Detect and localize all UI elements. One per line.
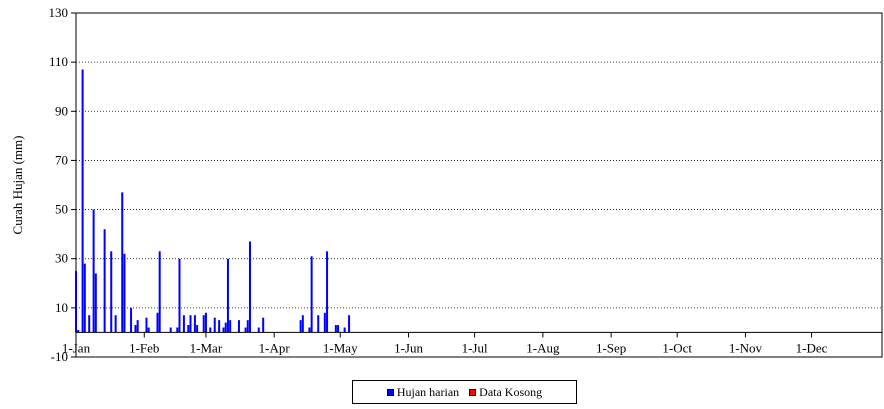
bar: [145, 317, 148, 333]
plot-area: [75, 12, 883, 358]
bar: [317, 315, 320, 333]
bar: [310, 256, 313, 333]
x-tick-label: 1-Jul: [462, 340, 488, 355]
bar: [222, 327, 225, 333]
bar: [308, 327, 311, 333]
bar: [178, 258, 181, 333]
y-tick-label: 130: [49, 5, 69, 20]
bar: [158, 251, 161, 333]
bar: [343, 327, 346, 333]
bar: [187, 325, 190, 333]
bar: [147, 327, 150, 333]
bar: [94, 273, 97, 333]
bar: [348, 315, 351, 333]
legend-item-data-kosong: Data Kosong: [469, 385, 542, 400]
x-tick-label: 1-Jan: [62, 340, 91, 355]
bar: [88, 315, 91, 333]
bar: [337, 325, 340, 333]
legend-swatch-red: [469, 388, 477, 396]
bar: [182, 315, 185, 333]
bar: [121, 192, 124, 333]
bar: [75, 271, 77, 333]
bar: [202, 315, 205, 333]
bar: [257, 327, 260, 333]
bar: [110, 251, 113, 333]
y-tick-label: 110: [49, 54, 68, 69]
bar: [123, 253, 126, 333]
legend-swatch-blue: [386, 388, 394, 396]
y-tick-label: -10: [51, 349, 68, 364]
y-axis-title: Curah Hujan (mm): [10, 136, 25, 235]
bar: [301, 315, 304, 333]
bar: [226, 258, 229, 333]
x-tick-label: 1-Feb: [129, 340, 159, 355]
x-tick-label: 1-Jun: [394, 340, 423, 355]
bar: [224, 322, 227, 333]
bar: [189, 315, 192, 333]
y-tick-label: 10: [55, 300, 68, 315]
bar: [81, 69, 84, 333]
bar: [334, 325, 337, 333]
bar: [114, 315, 117, 333]
legend: Hujan harian Data Kosong: [352, 380, 577, 404]
bar: [193, 315, 196, 333]
bar: [213, 317, 216, 333]
bar: [176, 327, 179, 333]
bars: [75, 69, 351, 333]
bar: [92, 209, 95, 333]
bar: [244, 327, 247, 333]
bar: [156, 312, 159, 333]
legend-label: Hujan harian: [396, 384, 460, 399]
bar: [326, 251, 329, 333]
bar: [83, 263, 86, 333]
bar: [237, 320, 240, 333]
x-tick-label: 1-Sep: [596, 340, 626, 355]
x-tick-label: 1-Aug: [526, 340, 560, 355]
bar: [229, 320, 232, 333]
y-tick-label: 70: [55, 152, 68, 167]
x-tick-label: 1-Oct: [662, 340, 692, 355]
x-tick-label: 1-Dec: [796, 340, 828, 355]
bar: [218, 320, 221, 333]
bar: [204, 312, 207, 333]
bar: [130, 307, 133, 333]
bar: [209, 327, 212, 333]
bar: [323, 312, 326, 333]
axes: -10 10 30 50 70 90 110 130 1-Jan 1-Feb 1-Mar 1-Apr 1…: [49, 5, 882, 364]
bar: [196, 325, 199, 333]
x-tick-label: 1-Apr: [259, 340, 291, 355]
y-tick-label: 50: [55, 202, 68, 217]
bar: [246, 320, 249, 333]
bar: [136, 320, 139, 333]
bar: [262, 317, 265, 333]
y-tick-label: 90: [55, 103, 68, 118]
gridlines: [76, 61, 882, 309]
bar: [134, 325, 137, 333]
y-tick-label: 30: [55, 251, 68, 266]
bar: [103, 229, 106, 333]
legend-item-hujan-harian: Hujan harian: [386, 384, 460, 400]
bar: [169, 327, 172, 333]
x-tick-label: 1-Mar: [190, 340, 223, 355]
x-tick-label: 1-May: [323, 340, 358, 355]
bar: [248, 241, 251, 333]
bar: [299, 320, 302, 333]
legend-label: Data Kosong: [479, 384, 543, 399]
x-tick-label: 1-Nov: [729, 340, 763, 355]
bar: [77, 329, 80, 333]
